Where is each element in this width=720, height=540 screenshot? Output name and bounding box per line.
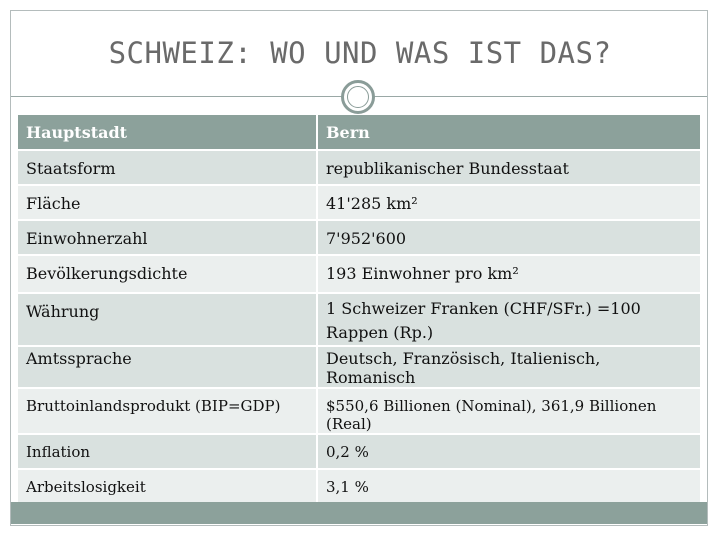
table-row: Inflation 0,2 % [18,434,702,470]
table-row: Einwohnerzahl 7'952'600 [18,220,702,256]
row-label: Inflation [26,443,91,461]
table-row: Amtssprache Deutsch, Französisch, Italie… [18,346,702,389]
row-value: 1 Schweizer Franken (CHF/SFr.) =100 Rapp… [326,299,641,342]
row-value: 193 Einwohner pro km² [326,264,519,283]
row-value: 3,1 % [326,478,369,496]
row-value: 41'285 km² [326,194,418,213]
header-value: Bern [317,115,702,151]
table-row: Bruttoinlandsprodukt (BIP=GDP) $550,6 Bi… [18,388,702,435]
table-row: Fläche 41'285 km² [18,185,702,221]
row-label: Bevölkerungsdichte [26,264,188,283]
row-label: Amtssprache [26,349,132,368]
row-value: 0,2 % [326,443,369,461]
row-value: Deutsch, Französisch, Italienisch, Roman… [326,349,601,387]
row-label: Staatsform [26,159,116,178]
row-value: 7'952'600 [326,229,407,248]
row-value: $550,6 Billionen (Nominal), 361,9 Billio… [326,397,657,433]
slide-title: SCHWEIZ: WO UND WAS IST DAS? [108,36,612,70]
table-row: Arbeitslosigkeit 3,1 % [18,469,702,504]
row-label: Einwohnerzahl [26,229,148,248]
row-label: Bruttoinlandsprodukt (BIP=GDP) [26,397,281,415]
row-label: Fläche [26,194,81,213]
ring-ornament-icon [341,80,375,114]
table-row: Währung 1 Schweizer Franken (CHF/SFr.) =… [18,293,702,347]
table-row: Staatsform republikanischer Bundesstaat [18,150,702,186]
row-value: republikanischer Bundesstaat [326,159,569,178]
facts-table: Hauptstadt Bern Staatsform republikanisc… [18,115,702,504]
row-label: Arbeitslosigkeit [26,478,146,496]
table-row: Bevölkerungsdichte 193 Einwohner pro km² [18,255,702,294]
footer-bar [11,502,707,524]
row-label: Währung [26,302,100,321]
table-header-row: Hauptstadt Bern [18,115,702,151]
header-label: Hauptstadt [18,115,318,151]
